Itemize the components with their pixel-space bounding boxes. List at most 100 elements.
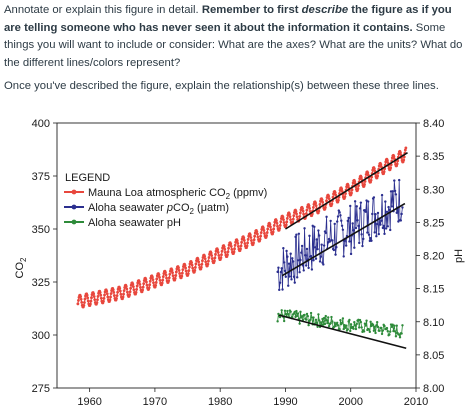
data-point-mauna-loa — [295, 215, 299, 219]
data-point-aloha-pco2 — [292, 275, 296, 278]
data-point-mauna-loa — [261, 226, 265, 230]
data-point-aloha-ph — [388, 333, 391, 336]
data-point-mauna-loa — [298, 215, 302, 218]
data-point-mauna-loa — [99, 296, 103, 300]
data-point-mauna-loa — [404, 146, 408, 150]
data-point-mauna-loa — [382, 170, 386, 174]
data-point-mauna-loa — [403, 148, 407, 152]
data-point-mauna-loa — [158, 279, 162, 282]
data-point-mauna-loa — [333, 191, 337, 194]
data-point-mauna-loa — [139, 286, 142, 289]
x-tick-label: 1970 — [143, 396, 167, 408]
data-point-aloha-ph — [327, 324, 331, 328]
data-point-mauna-loa — [219, 256, 223, 260]
data-point-mauna-loa — [200, 262, 204, 266]
plot-frame — [56, 122, 417, 389]
data-point-mauna-loa — [151, 278, 155, 282]
data-point-mauna-loa — [92, 292, 96, 296]
data-point-mauna-loa — [90, 296, 93, 300]
data-point-aloha-ph — [360, 326, 363, 329]
data-point-mauna-loa — [193, 266, 197, 269]
data-point-aloha-ph — [380, 332, 384, 336]
data-point-aloha-pco2 — [314, 257, 318, 260]
data-point-mauna-loa — [145, 283, 149, 287]
data-point-mauna-loa — [265, 234, 269, 238]
y-left-tick-label: 325 — [32, 277, 50, 289]
data-point-aloha-ph — [307, 323, 310, 327]
data-point-mauna-loa — [320, 198, 324, 202]
data-point-mauna-loa — [268, 222, 272, 226]
data-point-mauna-loa — [275, 221, 279, 225]
data-point-mauna-loa — [138, 282, 142, 286]
data-point-aloha-pco2 — [375, 222, 379, 226]
data-point-mauna-loa — [193, 269, 197, 272]
data-point-aloha-ph — [380, 326, 383, 330]
data-point-mauna-loa — [103, 293, 106, 297]
data-point-mauna-loa — [158, 275, 161, 279]
data-point-aloha-ph — [326, 321, 329, 325]
data-point-mauna-loa — [160, 281, 164, 285]
y-axis-right-title: pH — [453, 249, 465, 263]
data-point-mauna-loa — [308, 206, 312, 210]
data-point-mauna-loa — [201, 259, 204, 263]
data-point-mauna-loa — [105, 289, 109, 293]
data-point-mauna-loa — [256, 235, 260, 239]
data-point-aloha-pco2 — [317, 229, 320, 232]
data-point-aloha-ph — [344, 326, 347, 329]
x-tick-label: 2010 — [404, 396, 428, 408]
question-paragraph-1: Annotate or explain this figure in detai… — [4, 2, 470, 72]
data-point-mauna-loa — [173, 276, 177, 280]
data-point-mauna-loa — [83, 297, 87, 301]
data-point-aloha-ph — [333, 321, 336, 325]
legend-item-aloha-ph: Aloha seawater pH — [64, 217, 181, 229]
data-point-mauna-loa — [357, 184, 360, 187]
data-point-aloha-pco2 — [366, 231, 369, 234]
data-point-aloha-pco2 — [316, 247, 319, 251]
data-point-mauna-loa — [302, 212, 306, 216]
data-point-aloha-ph — [315, 321, 318, 324]
y-left-tick-label: 400 — [32, 118, 50, 130]
data-point-aloha-pco2 — [287, 284, 290, 287]
data-point-mauna-loa — [157, 273, 161, 277]
data-point-mauna-loa — [337, 198, 340, 202]
data-point-aloha-pco2 — [303, 227, 306, 230]
data-point-mauna-loa — [144, 278, 148, 281]
data-point-mauna-loa — [346, 183, 350, 187]
data-point-aloha-pco2 — [342, 255, 345, 258]
data-point-mauna-loa — [183, 264, 187, 267]
data-point-mauna-loa — [284, 223, 288, 227]
data-point-mauna-loa — [210, 254, 214, 257]
data-point-aloha-ph — [363, 322, 367, 325]
legend-item-aloha-pco2: Aloha seawater pCO2 (μatm) — [64, 202, 229, 216]
data-point-aloha-ph — [398, 336, 402, 339]
data-point-aloha-ph — [376, 325, 380, 329]
data-point-mauna-loa — [269, 228, 273, 232]
data-point-mauna-loa — [281, 215, 285, 219]
data-point-mauna-loa — [96, 294, 100, 298]
data-point-mauna-loa — [271, 230, 275, 234]
data-point-aloha-pco2 — [289, 252, 292, 255]
data-point-aloha-pco2 — [354, 226, 358, 230]
data-point-mauna-loa — [167, 279, 171, 283]
data-point-aloha-pco2 — [284, 275, 287, 279]
data-point-aloha-pco2 — [335, 220, 339, 223]
data-point-mauna-loa — [233, 243, 237, 247]
data-point-aloha-pco2 — [320, 243, 323, 246]
data-point-mauna-loa — [131, 282, 135, 286]
data-point-mauna-loa — [230, 248, 234, 251]
data-point-mauna-loa — [318, 202, 322, 206]
data-point-mauna-loa — [186, 272, 190, 276]
data-point-aloha-pco2 — [370, 239, 373, 242]
data-point-mauna-loa — [278, 227, 282, 230]
data-point-mauna-loa — [258, 237, 262, 241]
data-point-mauna-loa — [174, 274, 178, 277]
legend-item-mauna-loa: Mauna Loa atmospheric CO2 (ppmv) — [64, 187, 267, 201]
data-point-mauna-loa — [213, 259, 216, 263]
data-point-mauna-loa — [252, 238, 256, 242]
data-point-mauna-loa — [155, 277, 159, 281]
data-point-aloha-ph — [314, 318, 318, 322]
data-point-aloha-ph — [369, 320, 372, 324]
y-right-tick-label: 8.35 — [423, 151, 444, 163]
data-point-mauna-loa — [137, 280, 141, 284]
data-point-aloha-ph — [319, 321, 323, 324]
